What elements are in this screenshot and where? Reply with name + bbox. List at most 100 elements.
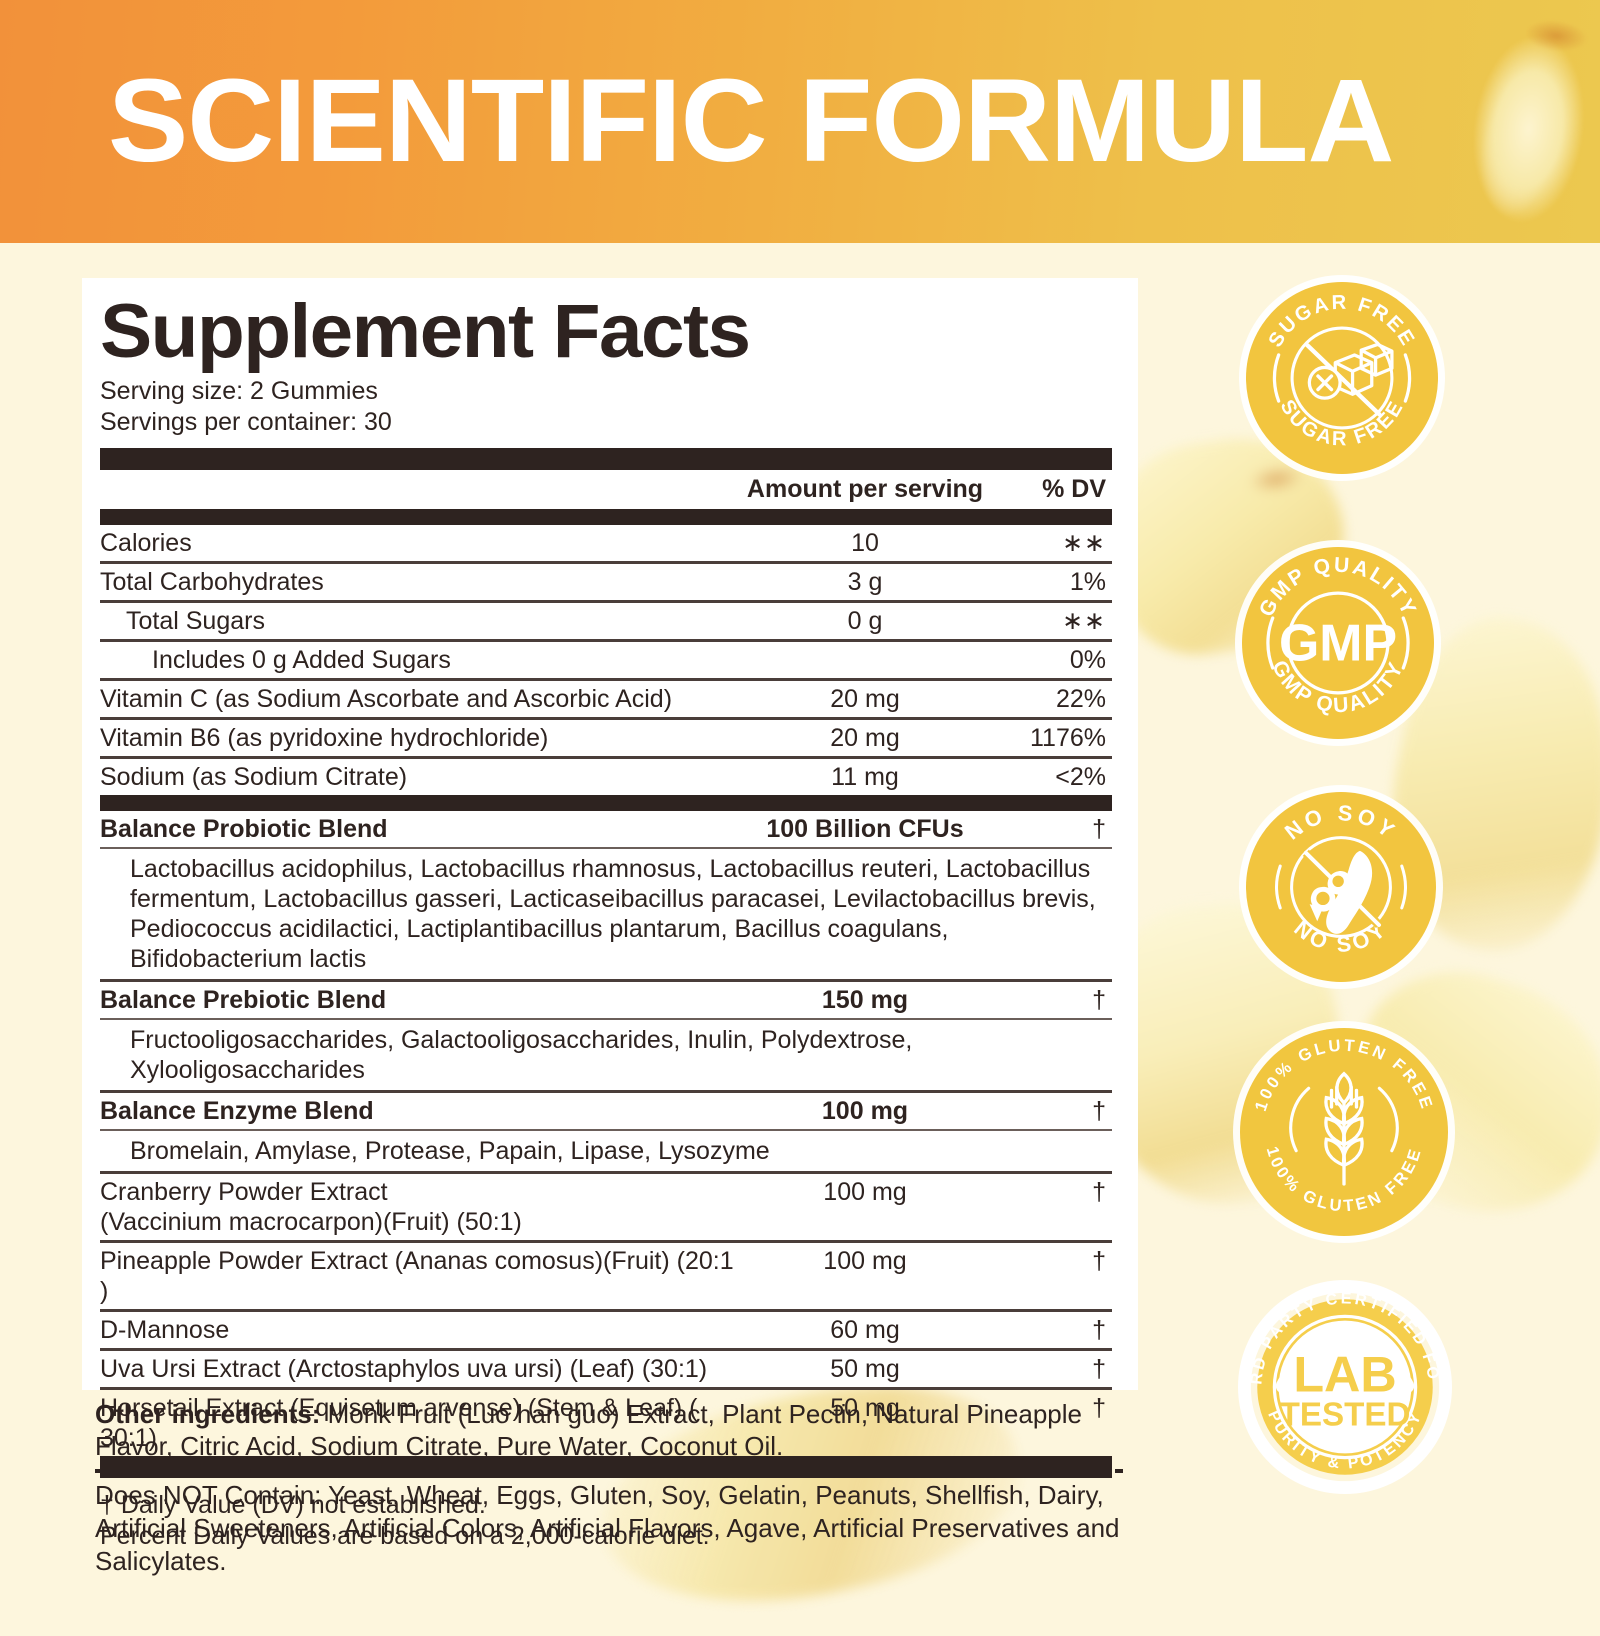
blend-row: Balance Probiotic Blend 100 Billion CFUs † <box>100 811 1112 848</box>
row-name: Total Sugars <box>100 600 740 641</box>
row-dv: 1% <box>990 561 1112 602</box>
row-name: Includes 0 g Added Sugars <box>100 639 740 680</box>
table-row: Calories 10 ∗∗ <box>100 525 1112 563</box>
badge-gluten-free: 100% GLUTEN FREE 100% GLUTEN FREE <box>1240 1028 1448 1236</box>
extract-name-second-line: (Vaccinium macrocarpon)(Fruit) (50:1) <box>100 1208 522 1236</box>
extract-amount: 50 mg <box>740 1348 990 1389</box>
footnote-daily-value: † Daily Value (DV) not established. <box>100 1491 486 1519</box>
col-header-name <box>100 470 740 509</box>
extract-dv: † <box>990 1171 1112 1242</box>
extract-row: Cranberry Powder Extract (Vaccinium macro… <box>100 1171 1112 1242</box>
blend-amount: 150 mg <box>740 979 990 1019</box>
badge-sugar-free: SUGAR FREE SUGAR FREE <box>1246 282 1438 474</box>
blend-sub-ingredients: Fructooligosaccharides, Galactooligosacc… <box>100 1018 1112 1092</box>
svg-text:SUGAR FREE: SUGAR FREE <box>1276 396 1409 450</box>
row-dv: ∗∗ <box>1062 529 1106 557</box>
row-amount: 20 mg <box>740 678 990 719</box>
extract-name: D-Mannose <box>100 1309 740 1350</box>
badge-lab-tested: 3RD PARTY CERTIFIED FOR PURITY & POTENCY… <box>1238 1280 1452 1494</box>
row-dv: 1176% <box>990 717 1112 758</box>
blend-row: Balance Enzyme Blend 100 mg † <box>100 1090 1112 1130</box>
extract-name: Pineapple Powder Extract (Ananas comosus… <box>100 1240 740 1311</box>
divider-thick-header <box>100 509 1112 525</box>
blend-sub-row: Fructooligosaccharides, Galactooligosacc… <box>100 1018 1112 1092</box>
blend-name: Balance Prebiotic Blend <box>100 979 740 1019</box>
extract-amount: 100 mg <box>740 1240 990 1311</box>
blend-dv: † <box>990 1090 1112 1130</box>
extract-row: Pineapple Powder Extract (Ananas comosus… <box>100 1240 1112 1311</box>
extract-name: Uva Ursi Extract (Arctostaphylos uva urs… <box>100 1348 740 1389</box>
blend-sub-ingredients: Bromelain, Amylase, Protease, Papain, Li… <box>100 1129 1112 1171</box>
row-dv: 22% <box>990 678 1112 719</box>
divider-thick-blends <box>100 795 1112 811</box>
gluten-free-seal-icon: 100% GLUTEN FREE 100% GLUTEN FREE <box>1251 1036 1434 1216</box>
svg-text:GMP QUALITY: GMP QUALITY <box>1255 554 1421 621</box>
blend-rows-table: Balance Probiotic Blend 100 Billion CFUs †… <box>100 811 1112 1171</box>
extract-row: Uva Ursi Extract (Arctostaphylos uva urs… <box>100 1348 1112 1389</box>
badge-gmp-quality: GMP QUALITY GMP QUALITY GMP <box>1242 547 1434 739</box>
table-row: Includes 0 g Added Sugars 0% <box>100 639 1112 680</box>
dashed-divider <box>95 1469 1123 1473</box>
row-amount: 10 <box>851 529 879 557</box>
row-amount: 0 g <box>740 600 990 641</box>
supplement-facts-panel: Supplement Facts Serving size: 2 Gummies… <box>82 278 1138 1550</box>
extract-name: Cranberry Powder Extract (Vaccinium macro… <box>100 1171 740 1242</box>
page-title: Supplement Facts <box>100 289 751 374</box>
row-dv: 0% <box>990 639 1112 680</box>
badge-sugar-free-bottom-label: SUGAR FREE <box>1276 396 1407 450</box>
blend-name: Balance Enzyme Blend <box>100 1090 740 1130</box>
row-name: Total Carbohydrates <box>100 561 740 602</box>
extract-dv: † <box>990 1240 1112 1311</box>
row-amount: 20 mg <box>740 717 990 758</box>
table-row: Total Sugars 0 g ∗∗ <box>100 600 1112 641</box>
no-soy-seal-icon: NO SOY NO SOY <box>1275 800 1407 957</box>
blend-rows-body: Balance Probiotic Blend 100 Billion CFUs †… <box>100 811 1112 1171</box>
divider-thick-top <box>100 448 1112 470</box>
badge-sugar-free-top-label: SUGAR FREE <box>1265 292 1417 351</box>
blend-name: Balance Probiotic Blend <box>100 815 388 843</box>
badge-lab-label: LAB <box>1293 1345 1396 1402</box>
row-amount: 11 mg <box>740 756 990 795</box>
does-not-contain-text: Does NOT Contain: Yeast, Wheat, Eggs, Gl… <box>95 1480 1120 1576</box>
col-header-dv: % DV <box>1042 475 1106 503</box>
serving-size: Serving size: 2 Gummies <box>100 377 378 405</box>
gmp-quality-seal-icon: GMP QUALITY GMP QUALITY GMP <box>1255 554 1421 718</box>
row-dv: <2% <box>990 756 1112 795</box>
nutrient-rows-body: Calories 10 ∗∗ Total Carbohydrates 3 g 1% Tota… <box>100 525 1112 795</box>
lab-tested-seal-icon: 3RD PARTY CERTIFIED FOR PURITY & POTENCY… <box>1238 1280 1440 1482</box>
table-row: Vitamin B6 (as pyridoxine hydrochloride)… <box>100 717 1112 758</box>
blend-dv: † <box>990 979 1112 1019</box>
blend-dv: † <box>1092 815 1106 843</box>
extract-dv: † <box>990 1348 1112 1389</box>
extract-amount: 100 mg <box>740 1171 990 1242</box>
blend-amount: 100 mg <box>740 1090 990 1130</box>
row-name: Sodium (as Sodium Citrate) <box>100 756 740 795</box>
nutrition-table: Amount per serving % DV <box>100 470 1112 509</box>
table-header-row: Amount per serving % DV <box>100 470 1112 509</box>
extract-row: D-Mannose 60 mg † <box>100 1309 1112 1350</box>
extract-dv: † <box>990 1309 1112 1350</box>
badge-gmp-center-label: GMP <box>1279 613 1397 671</box>
badge-no-soy: NO SOY NO SOY <box>1246 792 1436 982</box>
servings-per-container: Servings per container: 30 <box>100 408 392 436</box>
col-header-amount: Amount per serving <box>746 475 984 503</box>
header-banner: SCIENTIFIC FORMULA <box>0 0 1600 243</box>
blend-sub-row: Lactobacillus acidophilus, Lactobacillus… <box>100 847 1112 981</box>
row-name: Calories <box>100 529 192 557</box>
blend-sub-ingredients: Lactobacillus acidophilus, Lactobacillus… <box>100 847 1112 981</box>
row-name: Vitamin C (as Sodium Ascorbate and Ascor… <box>100 678 740 719</box>
table-row: Total Carbohydrates 3 g 1% <box>100 561 1112 602</box>
blend-row: Balance Prebiotic Blend 150 mg † <box>100 979 1112 1019</box>
svg-text:SUGAR FREE: SUGAR FREE <box>1265 292 1420 351</box>
sugar-free-seal-icon: SUGAR FREE SUGAR FREE <box>1265 292 1420 451</box>
other-ingredients-label: Other ingredients: <box>95 1399 321 1429</box>
blend-amount: 100 Billion CFUs <box>766 815 964 843</box>
pineapple-banner-icon <box>1431 0 1600 243</box>
table-row: Vitamin C (as Sodium Ascorbate and Ascor… <box>100 678 1112 719</box>
badge-gmp-top-label: GMP QUALITY <box>1255 554 1419 621</box>
row-name: Vitamin B6 (as pyridoxine hydrochloride) <box>100 717 740 758</box>
blend-sub-row: Bromelain, Amylase, Protease, Papain, Li… <box>100 1129 1112 1171</box>
row-amount: 3 g <box>740 561 990 602</box>
badge-tested-label: TESTED <box>1280 1397 1411 1434</box>
other-ingredients-section: Other ingredients: Monk Fruit (Luo han g… <box>95 1398 1141 1578</box>
